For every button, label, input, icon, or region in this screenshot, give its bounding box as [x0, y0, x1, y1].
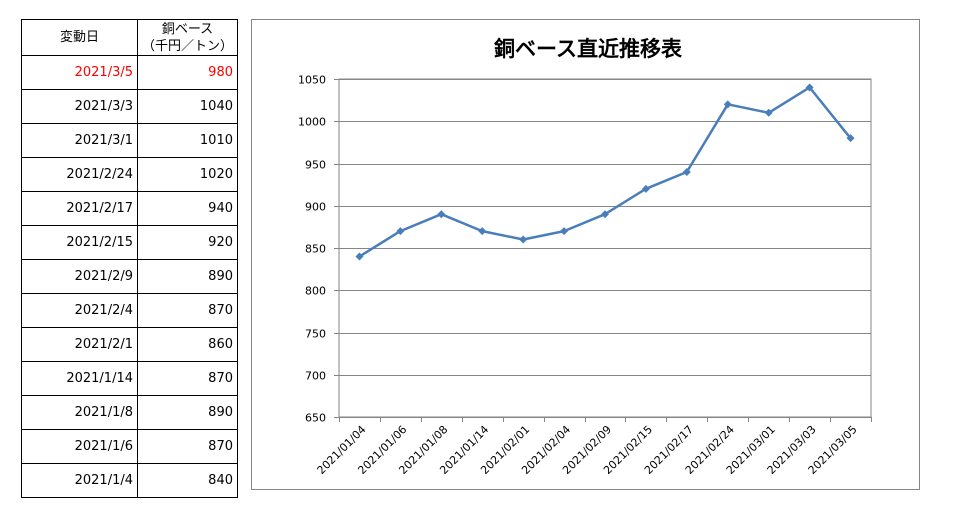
- data-point: [601, 210, 609, 219]
- price-cell: 840: [137, 463, 238, 498]
- data-point: [355, 252, 364, 261]
- date-cell: 2021/3/3: [21, 89, 138, 124]
- price-cell: 1010: [137, 123, 238, 158]
- table-row: 2021/1/14 870: [21, 361, 238, 396]
- y-tick-label: 800: [305, 285, 326, 298]
- y-tick-label: 1050: [298, 74, 326, 87]
- chart-title: 銅ベース直近推移表: [494, 37, 683, 61]
- date-cell: 2021/3/1: [21, 123, 138, 158]
- header-date: 変動日: [21, 19, 138, 56]
- price-cell: 920: [137, 225, 238, 260]
- price-cell: 980: [137, 55, 238, 90]
- y-tick-label: 1000: [298, 116, 326, 129]
- date-cell: 2021/2/4: [21, 293, 138, 328]
- price-cell: 1020: [137, 157, 238, 192]
- y-tick-label: 950: [305, 159, 326, 172]
- date-cell: 2021/2/15: [21, 225, 138, 260]
- table-row: 2021/3/5 980: [21, 55, 238, 90]
- date-cell: 2021/2/17: [21, 191, 138, 226]
- y-tick-label: 850: [305, 243, 326, 256]
- price-line-chart: 銅ベース直近推移表 65070075080085090095010001050 …: [298, 37, 872, 477]
- y-axis-ticks: 650 700 750 800 850 900 950 1000 1050: [298, 74, 326, 425]
- table-row: 2021/1/4 840: [21, 463, 238, 498]
- price-cell: 870: [137, 293, 238, 328]
- y-tick-label: 750: [305, 328, 326, 341]
- date-cell: 2021/1/4: [21, 463, 138, 498]
- x-axis-ticks: 2021/01/042021/01/062021/01/082021/01/14…: [315, 423, 860, 477]
- table-header-row: 変動日 銅ベース （千円／トン）: [21, 19, 238, 56]
- table-row: 2021/3/3 1040: [21, 89, 238, 124]
- price-cell: 1040: [137, 89, 238, 124]
- price-cell: 940: [137, 191, 238, 226]
- table-row: 2021/2/15 920: [21, 225, 238, 260]
- table-row: 2021/2/24 1020: [21, 157, 238, 192]
- header-price: 銅ベース （千円／トン）: [137, 19, 238, 56]
- price-table-body: 変動日 銅ベース （千円／トン） 2021/3/5 980 2021/3/3 1040 202…: [21, 19, 238, 498]
- price-table: 変動日 銅ベース （千円／トン） 2021/3/5 980 2021/3/3 1040 202…: [21, 19, 238, 498]
- table-row: 2021/2/17 940: [21, 191, 238, 226]
- data-point: [764, 108, 773, 117]
- data-point: [396, 227, 405, 236]
- date-cell: 2021/1/6: [21, 429, 138, 464]
- date-cell: 2021/1/8: [21, 395, 138, 430]
- y-tick-label: 650: [305, 412, 326, 425]
- table-row: 2021/1/6 870: [21, 429, 238, 464]
- data-point: [519, 235, 528, 244]
- y-tick-label: 900: [305, 201, 326, 214]
- gridlines: [334, 78, 872, 422]
- date-cell: 2021/1/14: [21, 361, 138, 396]
- table-row: 2021/2/1 860: [21, 327, 238, 362]
- data-point: [723, 100, 732, 109]
- date-cell: 2021/2/9: [21, 259, 138, 294]
- table-row: 2021/2/4 870: [21, 293, 238, 328]
- date-cell: 2021/2/1: [21, 327, 138, 362]
- y-tick-label: 700: [305, 370, 326, 383]
- series-line: [358, 86, 852, 258]
- price-cell: 890: [137, 395, 238, 430]
- data-point: [682, 167, 691, 176]
- data-point: [560, 227, 569, 236]
- price-cell: 860: [137, 327, 238, 362]
- series: [355, 83, 855, 261]
- price-cell: 870: [137, 429, 238, 464]
- date-cell: 2021/2/24: [21, 157, 138, 192]
- data-point: [846, 134, 855, 143]
- table-row: 2021/1/8 890: [21, 395, 238, 430]
- data-point: [437, 210, 446, 219]
- price-cell: 890: [137, 259, 238, 294]
- price-cell: 870: [137, 361, 238, 396]
- data-point: [478, 227, 487, 236]
- data-point: [641, 184, 650, 193]
- chart-frame: 銅ベース直近推移表 650 700 750 800 850 900 950 1000 1050 …: [251, 19, 920, 490]
- data-point: [805, 83, 814, 92]
- date-cell: 2021/3/5: [21, 55, 138, 90]
- table-row: 2021/2/9 890: [21, 259, 238, 294]
- table-row: 2021/3/1 1010: [21, 123, 238, 158]
